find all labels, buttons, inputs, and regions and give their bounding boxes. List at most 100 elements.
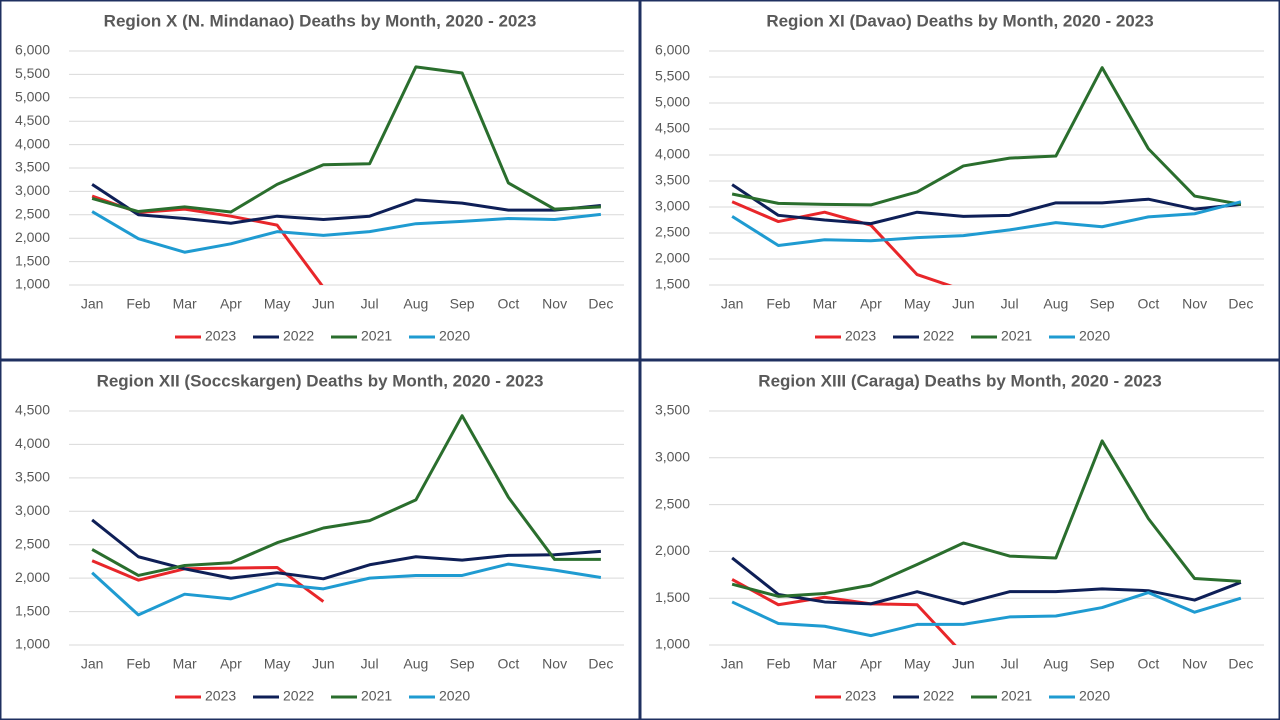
x-tick-label: Aug bbox=[403, 656, 428, 672]
data-line bbox=[731, 439, 1241, 598]
legend-label: 2023 bbox=[205, 328, 236, 344]
x-tick-label: Apr bbox=[220, 656, 242, 672]
panel-border bbox=[0, 360, 640, 720]
x-tick-label: Jan bbox=[721, 656, 744, 672]
legend-label: 2022 bbox=[923, 328, 954, 344]
legend-label: 2022 bbox=[283, 328, 314, 344]
legend-label: 2020 bbox=[439, 328, 470, 344]
x-tick-label: May bbox=[904, 296, 930, 312]
x-tick-label: Dec bbox=[588, 656, 613, 672]
x-tick-label: Aug bbox=[1043, 656, 1068, 672]
x-tick-label: Mar bbox=[813, 656, 837, 672]
x-tick-label: Nov bbox=[542, 296, 567, 312]
y-tick-label: 2,000 bbox=[15, 229, 50, 245]
x-tick-label: Jun bbox=[952, 656, 975, 672]
legend-label: 2023 bbox=[205, 688, 236, 704]
y-tick-label: 6,000 bbox=[655, 42, 690, 58]
y-tick-label: 2,500 bbox=[15, 206, 50, 222]
x-tick-label: Apr bbox=[860, 656, 882, 672]
y-tick-label: 6,000 bbox=[15, 42, 50, 58]
y-tick-label: 1,000 bbox=[15, 276, 50, 292]
x-tick-label: Sep bbox=[1090, 656, 1115, 672]
x-tick-label: Feb bbox=[766, 656, 790, 672]
x-tick-label: Jun bbox=[312, 296, 335, 312]
y-tick-label: 2,500 bbox=[15, 535, 50, 551]
legend-label: 2022 bbox=[923, 688, 954, 704]
chart-panel: Region XIII (Caraga) Deaths by Month, 20… bbox=[640, 360, 1280, 720]
x-tick-label: Dec bbox=[1228, 296, 1253, 312]
y-tick-label: 1,500 bbox=[655, 276, 690, 292]
x-tick-label: Jul bbox=[1001, 296, 1019, 312]
x-tick-label: Dec bbox=[1228, 656, 1253, 672]
legend-label: 2020 bbox=[1079, 328, 1110, 344]
data-line bbox=[731, 183, 1242, 226]
x-tick-label: Oct bbox=[497, 656, 519, 672]
y-tick-label: 3,500 bbox=[655, 402, 690, 418]
y-tick-label: 3,500 bbox=[655, 172, 690, 188]
x-tick-label: May bbox=[264, 296, 290, 312]
x-tick-label: Jan bbox=[81, 296, 104, 312]
x-tick-label: Apr bbox=[220, 296, 242, 312]
y-tick-label: 5,500 bbox=[15, 65, 50, 81]
x-tick-label: Sep bbox=[450, 656, 475, 672]
x-tick-label: Jun bbox=[312, 656, 335, 672]
legend-label: 2021 bbox=[1001, 328, 1032, 344]
y-tick-label: 1,000 bbox=[655, 636, 690, 652]
y-tick-label: 5,000 bbox=[15, 89, 50, 105]
data-line bbox=[91, 65, 601, 214]
x-tick-label: Oct bbox=[1137, 656, 1159, 672]
chart-panel: Region X (N. Mindanao) Deaths by Month, … bbox=[0, 0, 640, 360]
data-line bbox=[91, 414, 601, 577]
y-tick-label: 1,500 bbox=[15, 252, 50, 268]
y-tick-label: 5,000 bbox=[655, 94, 690, 110]
chart-title: Region XI (Davao) Deaths by Month, 2020 … bbox=[766, 11, 1153, 30]
y-tick-label: 4,500 bbox=[15, 402, 50, 418]
y-tick-label: 3,500 bbox=[15, 159, 50, 175]
x-tick-label: Nov bbox=[1182, 656, 1207, 672]
x-tick-label: Mar bbox=[813, 296, 837, 312]
y-tick-label: 5,500 bbox=[655, 68, 690, 84]
x-tick-label: Feb bbox=[126, 656, 150, 672]
y-tick-label: 2,000 bbox=[15, 569, 50, 585]
x-tick-label: Mar bbox=[173, 656, 197, 672]
y-tick-label: 3,000 bbox=[15, 502, 50, 518]
x-tick-label: Dec bbox=[588, 296, 613, 312]
x-tick-label: Nov bbox=[1182, 296, 1207, 312]
x-tick-label: Feb bbox=[126, 296, 150, 312]
x-tick-label: Mar bbox=[173, 296, 197, 312]
data-line bbox=[731, 591, 1242, 638]
chart-title: Region XII (Soccskargen) Deaths by Month… bbox=[97, 371, 544, 390]
chart-panel: Region XII (Soccskargen) Deaths by Month… bbox=[0, 360, 640, 720]
y-tick-label: 2,500 bbox=[655, 495, 690, 511]
legend-label: 2021 bbox=[361, 688, 392, 704]
x-tick-label: Jan bbox=[81, 656, 104, 672]
x-tick-label: Sep bbox=[450, 296, 475, 312]
data-line bbox=[731, 200, 953, 285]
chart-title: Region X (N. Mindanao) Deaths by Month, … bbox=[104, 11, 537, 30]
y-tick-label: 3,000 bbox=[655, 198, 690, 214]
panel-border bbox=[0, 0, 640, 360]
data-line bbox=[731, 66, 1242, 207]
x-tick-label: May bbox=[904, 656, 930, 672]
chart-panel: Region XI (Davao) Deaths by Month, 2020 … bbox=[640, 0, 1280, 360]
data-line bbox=[731, 556, 1242, 606]
legend-label: 2021 bbox=[1001, 688, 1032, 704]
y-tick-label: 1,500 bbox=[655, 589, 690, 605]
x-tick-label: Jan bbox=[721, 296, 744, 312]
x-tick-label: Aug bbox=[403, 296, 428, 312]
x-tick-label: Aug bbox=[1043, 296, 1068, 312]
legend-label: 2023 bbox=[845, 328, 876, 344]
panel-border bbox=[640, 360, 1280, 720]
y-tick-label: 4,000 bbox=[15, 135, 50, 151]
panel-border bbox=[640, 0, 1280, 360]
y-tick-label: 3,000 bbox=[15, 182, 50, 198]
legend-label: 2023 bbox=[845, 688, 876, 704]
x-tick-label: Nov bbox=[542, 656, 567, 672]
x-tick-label: May bbox=[264, 656, 290, 672]
y-tick-label: 4,000 bbox=[655, 146, 690, 162]
legend-label: 2021 bbox=[361, 328, 392, 344]
y-tick-label: 2,500 bbox=[655, 224, 690, 240]
y-tick-label: 1,000 bbox=[15, 636, 50, 652]
x-tick-label: Jul bbox=[1001, 656, 1019, 672]
